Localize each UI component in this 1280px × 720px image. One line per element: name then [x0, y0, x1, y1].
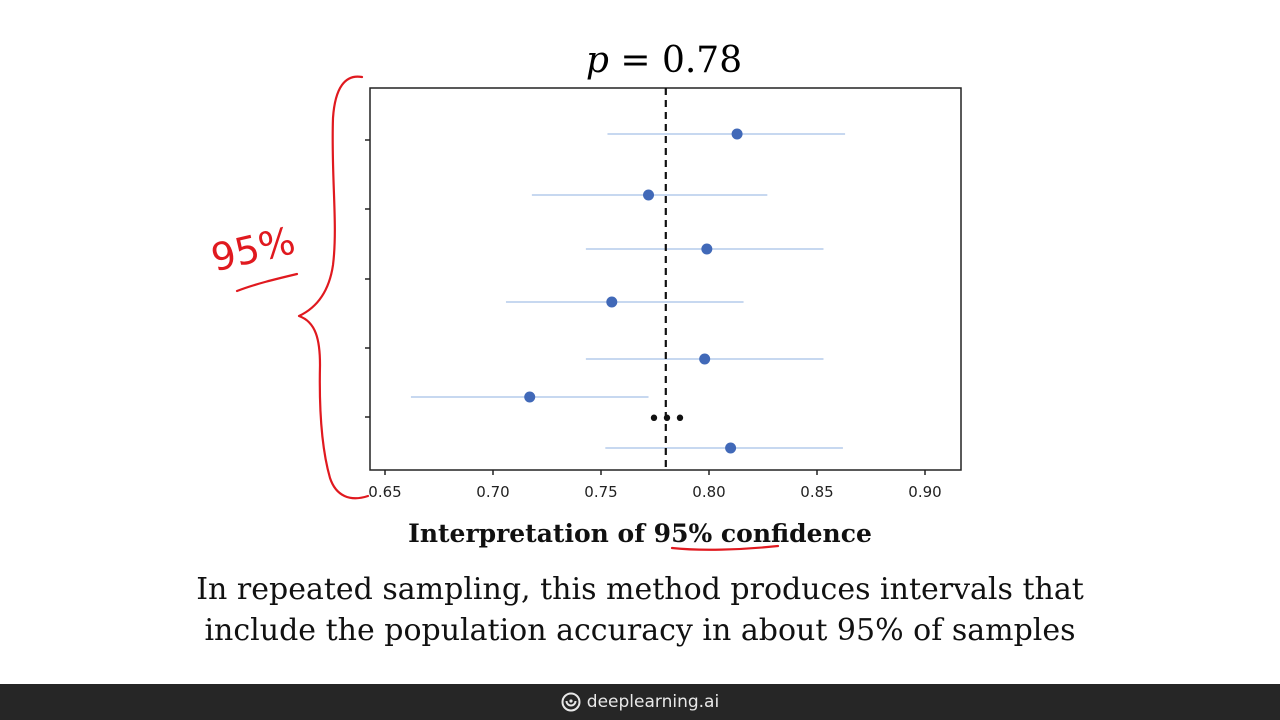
chart-title: p = 0.78: [586, 40, 742, 81]
sample-point: [524, 391, 536, 403]
point-group: [524, 128, 743, 454]
x-tick-label: 0.75: [584, 483, 617, 501]
sample-point: [643, 189, 655, 201]
curly-brace: [297, 75, 370, 500]
caption-line-1: In repeated sampling, this method produc…: [196, 572, 1084, 607]
caption: In repeated sampling, this method produc…: [0, 569, 1280, 651]
heading-underline: [670, 544, 780, 551]
x-tick-label: 0.70: [476, 483, 509, 501]
x-tick-label: 0.85: [800, 483, 833, 501]
sample-point: [731, 128, 743, 140]
heading-suffix: idence: [789, 519, 872, 548]
heading-prefix: Interpretation of: [408, 519, 654, 548]
brand-name: deeplearning.ai: [586, 692, 720, 712]
footer-bar: deeplearning.ai: [0, 684, 1280, 720]
heading-highlight: 95% conf: [653, 519, 790, 548]
annotation-95-percent: 95%: [207, 218, 299, 280]
ellipsis-mark: •••: [648, 407, 687, 432]
deeplearning-logo-icon: [561, 692, 581, 712]
sample-point: [606, 296, 618, 308]
x-axis: 0.65 0.70 0.75 0.80 0.85 0.90: [368, 470, 942, 501]
x-tick-label: 0.65: [368, 483, 401, 501]
sample-point: [701, 243, 713, 255]
handwritten-annotation: [235, 75, 370, 500]
chart-title-var: p: [586, 40, 609, 81]
heading: Interpretation of 95% confidence: [0, 519, 1280, 548]
x-tick-label: 0.90: [908, 483, 941, 501]
caption-line-2: include the population accuracy in about…: [204, 613, 1076, 648]
y-ticks: [365, 139, 370, 418]
chart-title-rest: = 0.78: [609, 40, 742, 81]
x-tick-label: 0.80: [692, 483, 725, 501]
sample-point: [725, 442, 737, 454]
interval-group: [410, 133, 846, 449]
sample-point: [699, 353, 711, 365]
slide: p = 0.78 0.65 0.70 0.75 0.80 0.85 0.90 ••• 95…: [0, 40, 1280, 651]
confidence-interval-chart: p = 0.78 0.65 0.70 0.75 0.80 0.85 0.90 ••• 95…: [207, 40, 962, 551]
underline-stroke: [235, 272, 299, 293]
